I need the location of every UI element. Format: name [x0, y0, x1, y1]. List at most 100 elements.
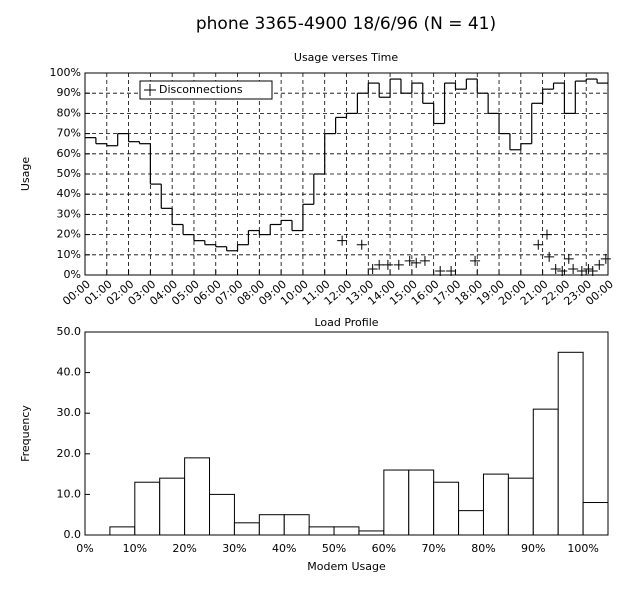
marker-plus [600, 253, 611, 264]
x-tick-label: 10% [123, 542, 147, 555]
y-tick-label: 0% [64, 268, 81, 281]
marker-plus [435, 265, 446, 276]
chart-title: phone 3365-4900 18/6/96 (N = 41) [196, 14, 496, 34]
x-axis-label: Modem Usage [307, 560, 386, 573]
disconnection-marker [544, 251, 555, 262]
marker-plus [587, 265, 598, 276]
y-tick-label: 0.0 [64, 528, 82, 541]
disconnection-marker [419, 255, 430, 266]
marker-plus [419, 255, 430, 266]
y-tick-label: 20% [57, 228, 81, 241]
y-tick-label: 100% [50, 66, 81, 79]
marker-plus [382, 259, 393, 270]
y-tick-label: 20.0 [57, 447, 82, 460]
y-tick-label: 30.0 [57, 406, 82, 419]
disconnection-marker [587, 265, 598, 276]
disconnection-marker [583, 263, 594, 274]
histogram-bar [557, 351, 584, 536]
marker-plus [393, 259, 404, 270]
legend-marker [144, 84, 156, 96]
histogram-bar [283, 514, 310, 536]
histogram-bar [109, 526, 136, 536]
marker-plus [563, 253, 574, 264]
x-tick-label: 30% [222, 542, 246, 555]
marker-plus [583, 263, 594, 274]
x-tick-label: 20% [172, 542, 196, 555]
x-tick-label: 80% [471, 542, 495, 555]
marker-plus [367, 263, 378, 274]
y-tick-label: 70% [57, 127, 81, 140]
x-axis-label: Load Profile [314, 316, 378, 329]
disconnection-marker [533, 239, 544, 250]
y-tick-label: 80% [57, 106, 81, 119]
y-tick-label: 40.0 [57, 366, 82, 379]
disconnection-marker [568, 263, 579, 274]
x-tick-label: 0% [76, 542, 93, 555]
histogram-bar [458, 510, 484, 536]
y-tick-label: 40% [57, 187, 81, 200]
histogram-bar [333, 526, 360, 536]
histogram-bar [134, 481, 161, 536]
marker-plus [470, 255, 481, 266]
histogram-bar [507, 477, 534, 536]
y-tick-label: 30% [57, 207, 81, 220]
disconnection-marker [435, 265, 446, 276]
chart-subtitle: Usage verses Time [294, 51, 398, 64]
marker-plus [356, 239, 367, 250]
disconnection-marker [594, 259, 605, 270]
disconnection-marker [557, 265, 568, 276]
marker-plus [541, 229, 552, 240]
marker-plus [550, 263, 561, 274]
histogram-bar [358, 530, 385, 536]
y-tick-label: 10.0 [57, 487, 82, 500]
legend-box [139, 80, 273, 100]
disconnection-marker [404, 255, 415, 266]
x-tick-label: 100% [567, 542, 598, 555]
histogram-bar [159, 477, 186, 536]
x-tick-label: 60% [372, 542, 396, 555]
histogram-bar [433, 481, 460, 536]
histogram-bar [383, 469, 410, 536]
y-axis-label: Usage [19, 157, 32, 192]
histogram-bar [184, 457, 211, 536]
disconnection-marker [382, 259, 393, 270]
histogram-bar [209, 493, 235, 536]
disconnection-marker [446, 265, 457, 276]
disconnection-marker [576, 265, 587, 276]
marker-plus [568, 263, 579, 274]
disconnection-marker [411, 257, 422, 268]
x-tick-label: 50% [322, 542, 346, 555]
marker-plus [374, 259, 385, 270]
marker-plus [404, 255, 415, 266]
marker-plus [411, 257, 422, 268]
y-tick-label: 50.0 [57, 325, 82, 338]
marker-plus [533, 239, 544, 250]
marker-plus [446, 265, 457, 276]
y-tick-label: 60% [57, 147, 81, 160]
marker-plus [576, 265, 587, 276]
histogram-bar [233, 522, 260, 536]
disconnection-marker [600, 253, 611, 264]
disconnection-marker [470, 255, 481, 266]
histogram-bar [408, 469, 435, 536]
x-tick-label: 40% [272, 542, 296, 555]
disconnection-marker [367, 263, 378, 274]
histogram-bar [258, 514, 285, 536]
x-tick-label: 90% [521, 542, 545, 555]
disconnection-marker [550, 263, 561, 274]
y-axis-label: Frequency [19, 405, 32, 462]
y-tick-label: 90% [57, 86, 81, 99]
disconnection-marker [393, 259, 404, 270]
marker-plus [594, 259, 605, 270]
disconnection-marker [563, 253, 574, 264]
y-tick-label: 10% [57, 248, 81, 261]
histogram-bar [532, 408, 559, 536]
disconnection-marker [541, 229, 552, 240]
histogram-bar [308, 526, 335, 536]
disconnection-marker [356, 239, 367, 250]
marker-plus [557, 265, 568, 276]
plot-frame [84, 72, 609, 276]
histogram-bar [582, 502, 609, 536]
y-tick-label: 50% [57, 167, 81, 180]
plot-frame [84, 331, 609, 536]
